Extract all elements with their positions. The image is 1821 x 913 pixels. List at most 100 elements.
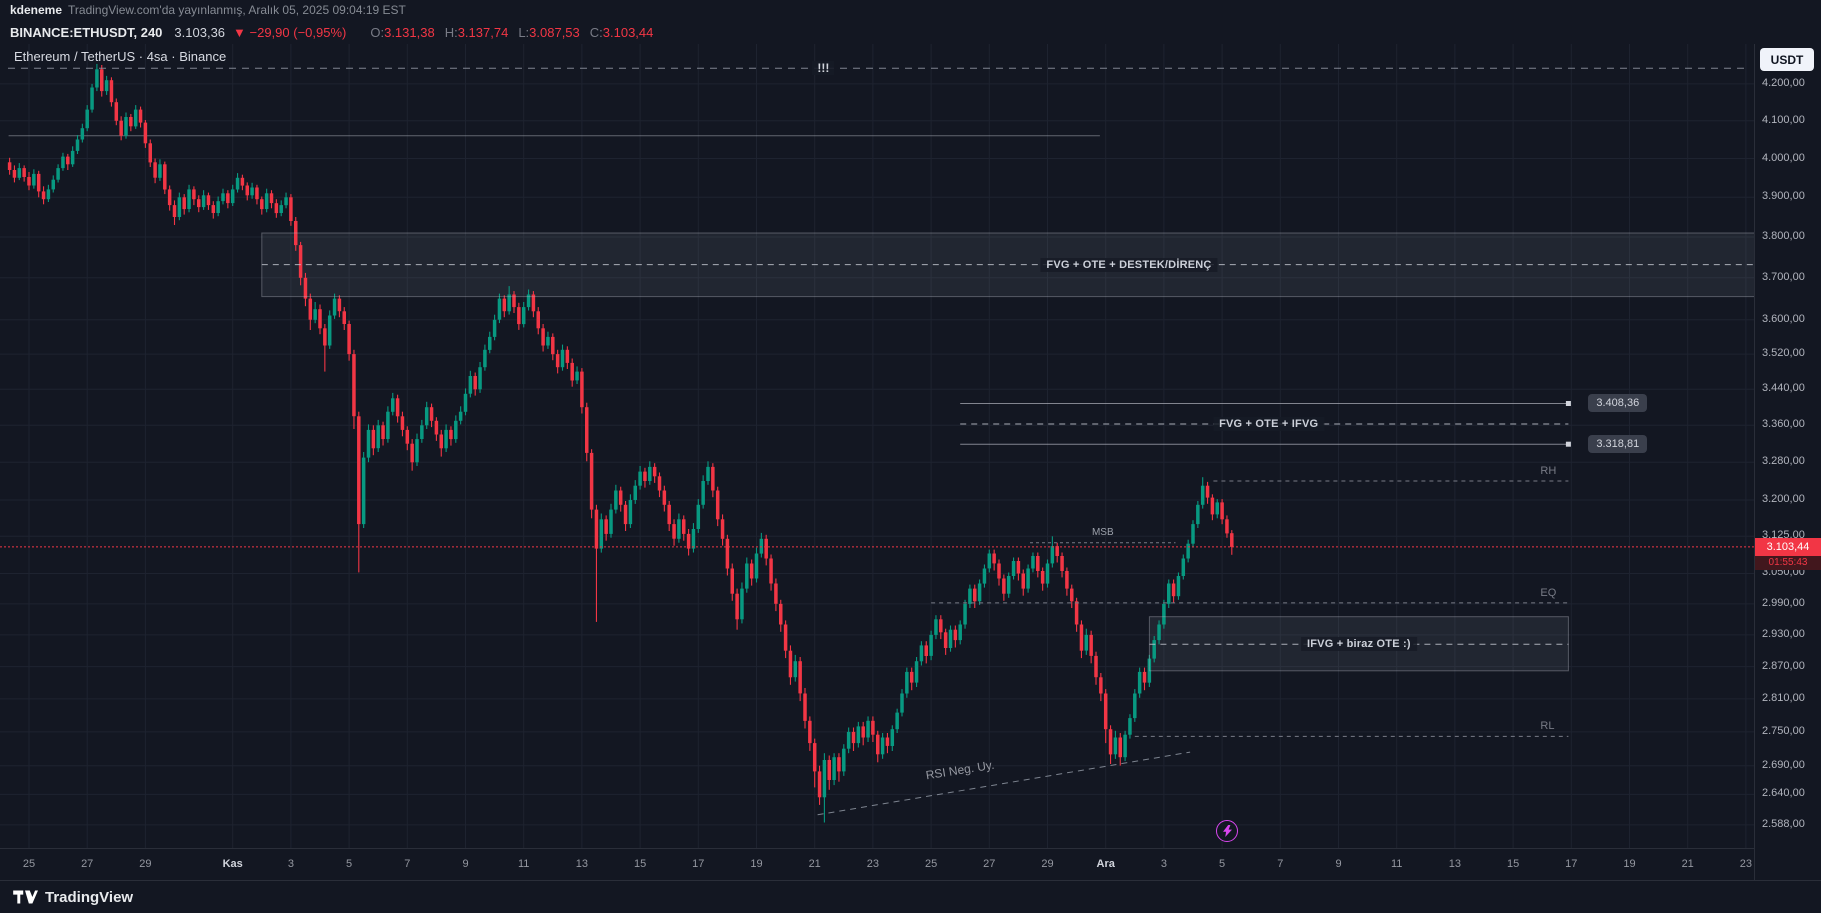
close-value: 3.103,44	[602, 24, 654, 40]
candle	[1167, 579, 1171, 608]
candle	[114, 98, 119, 126]
candle	[1060, 552, 1064, 578]
tradingview-logo[interactable]: TradingView	[12, 889, 133, 906]
candle	[478, 362, 482, 393]
candle	[410, 439, 414, 471]
candle	[1142, 667, 1147, 691]
candles-layer	[7, 63, 1234, 823]
candle	[376, 419, 380, 452]
price-tick-label: 2.640,00	[1762, 787, 1805, 800]
candle	[672, 519, 676, 546]
candle	[507, 286, 511, 315]
currency-toggle-button[interactable]: USDT	[1760, 48, 1814, 71]
candle	[17, 163, 22, 181]
candle	[342, 307, 346, 330]
candle	[876, 730, 880, 763]
candle	[1045, 559, 1050, 588]
candle	[1011, 557, 1016, 580]
lightning-bolt-icon	[1222, 825, 1232, 837]
symbol-name[interactable]: BINANCE:ETHUSDT, 240	[10, 24, 163, 40]
candle	[788, 645, 793, 685]
candle	[216, 196, 220, 217]
economic-event-icon[interactable]	[1216, 820, 1239, 842]
candle	[725, 534, 730, 576]
candle	[51, 175, 55, 193]
candle	[1225, 515, 1229, 538]
time-axis[interactable]: 25 27 29 Kas 3 5 7 9 11 13 15 17 19 21 23 25 27 29 Ara 3 5 7 9…	[0, 848, 1821, 881]
candle	[749, 559, 754, 586]
candle	[1128, 714, 1132, 739]
candle	[381, 421, 385, 446]
candle	[1084, 628, 1089, 655]
time-tick-label: 13	[1448, 858, 1462, 870]
candle	[371, 425, 376, 456]
candle	[517, 302, 521, 330]
price-tick-label: 4.200,00	[1762, 76, 1805, 89]
candle	[289, 194, 293, 226]
time-tick-label: 29	[1041, 858, 1054, 870]
price-tick-label: 3.520,00	[1762, 347, 1805, 360]
price-tick-label: 3.800,00	[1762, 230, 1805, 242]
candle	[1191, 520, 1195, 548]
candle	[405, 426, 410, 451]
current-price-badge: 3.103,44 01:55:43	[1755, 537, 1821, 570]
tradingview-wordmark: TradingView	[45, 888, 134, 906]
candle	[36, 170, 41, 198]
candle	[890, 725, 895, 751]
candle	[711, 463, 715, 498]
candle	[652, 463, 657, 483]
candle	[885, 733, 890, 754]
zone-fill-ifvg_ote[interactable]	[1149, 616, 1569, 671]
candle	[1137, 667, 1142, 698]
candle	[483, 344, 487, 371]
price-tick-label: 3.700,00	[1762, 270, 1805, 283]
candle	[929, 630, 933, 661]
candle	[318, 304, 322, 335]
candle	[546, 331, 550, 349]
candle	[536, 307, 540, 335]
time-tick-label: 11	[517, 858, 530, 870]
candle	[395, 394, 400, 423]
candle	[793, 654, 798, 682]
candle	[1152, 636, 1156, 663]
candle	[143, 120, 148, 148]
candle	[138, 106, 143, 128]
candle	[327, 310, 332, 349]
candle	[924, 641, 928, 664]
time-tick-label: Kas	[222, 858, 243, 870]
candle	[895, 708, 899, 733]
time-tick-label: 3	[287, 858, 294, 870]
candle	[133, 105, 138, 129]
candle	[638, 466, 642, 490]
candle	[909, 667, 914, 691]
high-value: 3.137,74	[457, 24, 509, 40]
price-axis[interactable]: USDT 4.200,00 4.100,00 4.000,00 3.900,00 3.8…	[1754, 44, 1821, 880]
candle	[167, 185, 172, 211]
candle	[488, 331, 492, 354]
trendline[interactable]	[817, 751, 1191, 816]
candle	[997, 559, 1001, 586]
candle	[1103, 689, 1108, 744]
candle	[934, 615, 938, 640]
candle	[764, 534, 768, 566]
candle	[871, 716, 875, 742]
candle	[691, 523, 696, 553]
candle	[32, 169, 36, 189]
candle	[1200, 477, 1205, 509]
candle	[95, 63, 99, 92]
candle	[575, 366, 579, 384]
time-tick-label: 21	[1681, 858, 1694, 870]
price-tick-label: 3.360,00	[1762, 418, 1805, 431]
candle	[264, 188, 269, 213]
time-tick-label: 19	[750, 858, 763, 870]
candle	[1079, 620, 1084, 659]
candle	[124, 112, 128, 139]
candle	[1210, 494, 1215, 521]
candle	[41, 186, 46, 205]
price-tick-label: 2.870,00	[1762, 659, 1805, 672]
candle	[347, 320, 351, 361]
candle	[415, 433, 419, 466]
candle	[1186, 539, 1190, 563]
chart-legend[interactable]: Ethereum / TetherUS · 4sa · Binance	[14, 49, 227, 64]
